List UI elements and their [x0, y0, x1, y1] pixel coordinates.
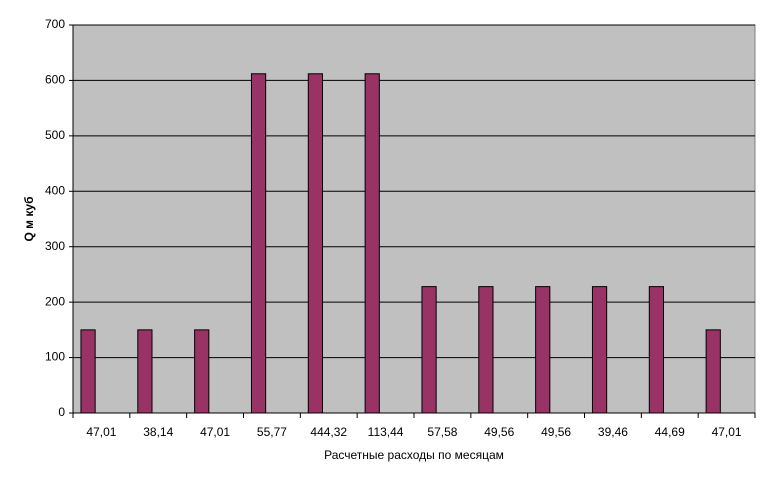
x-tick-label: 113,44 — [368, 425, 404, 439]
x-axis-title: Расчетные расходы по месяцам — [324, 448, 504, 462]
y-axis-title: Q м куб — [22, 197, 36, 242]
bar — [421, 286, 437, 414]
bar — [648, 286, 664, 414]
x-tick-label: 47,01 — [200, 425, 230, 439]
bar — [535, 286, 551, 414]
y-tick-label: 200 — [45, 294, 65, 308]
bar — [137, 329, 153, 414]
bar — [80, 329, 96, 414]
y-tick-label: 300 — [45, 239, 65, 253]
x-tick-label: 55,77 — [257, 425, 287, 439]
x-tick-label: 44,69 — [655, 425, 685, 439]
bar — [478, 286, 494, 414]
y-tick-label: 700 — [45, 17, 65, 31]
x-tick-label: 38,14 — [143, 425, 173, 439]
y-tick-label: 0 — [58, 405, 65, 419]
y-tick-label: 600 — [45, 73, 65, 87]
bar — [307, 73, 323, 414]
x-tick-label: 47,01 — [712, 425, 742, 439]
plot-area — [72, 24, 756, 414]
x-tick-label: 444,32 — [310, 425, 347, 439]
y-tick-label: 100 — [45, 350, 65, 364]
bar — [250, 73, 267, 414]
bar — [364, 73, 380, 414]
y-tick-label: 500 — [45, 128, 65, 142]
y-tick-label: 400 — [45, 183, 65, 197]
x-tick-label: 57,58 — [427, 425, 457, 439]
bar — [705, 329, 721, 414]
bar — [194, 329, 210, 414]
x-tick-label: 47,01 — [86, 425, 116, 439]
bar — [591, 286, 608, 414]
x-tick-label: 49,56 — [484, 425, 514, 439]
x-tick-label: 39,46 — [598, 425, 628, 439]
x-tick-label: 49,56 — [541, 425, 571, 439]
